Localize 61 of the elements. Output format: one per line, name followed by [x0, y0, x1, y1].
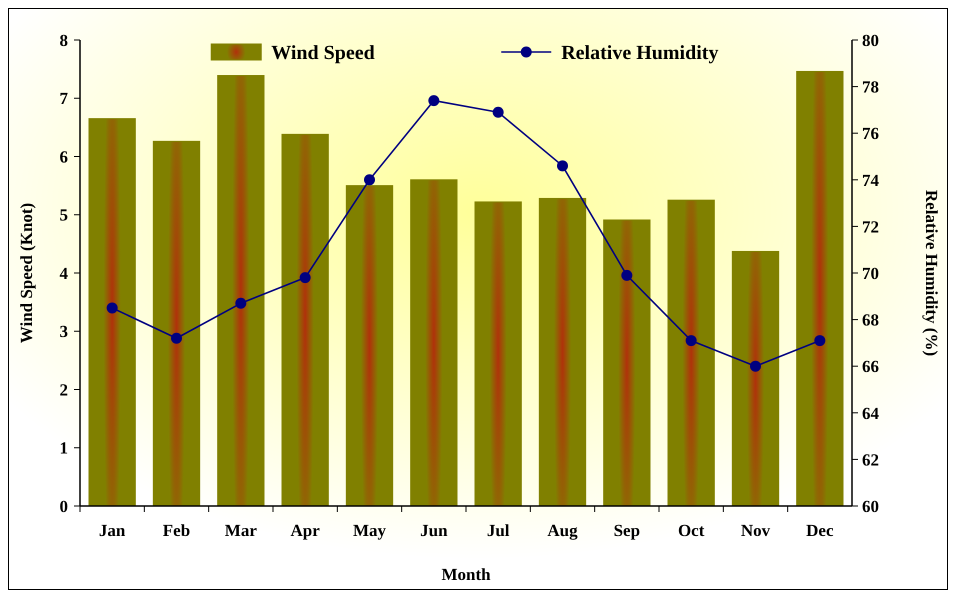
- y-tick-label: 1: [60, 438, 68, 458]
- bar: [88, 118, 136, 506]
- y2-tick-label: 70: [862, 264, 879, 283]
- legend-label: Wind Speed: [271, 42, 375, 64]
- bar: [217, 75, 264, 506]
- y-tick-label: 5: [60, 206, 68, 225]
- y2-tick-label: 62: [862, 450, 879, 470]
- point: [492, 106, 504, 118]
- y-tick-label: 7: [60, 89, 68, 108]
- point: [621, 270, 632, 281]
- y2-tick-label: 76: [862, 124, 879, 144]
- legend-label: Relative Humidity: [561, 42, 718, 64]
- point: [106, 302, 118, 314]
- x-tick-label: Dec: [806, 521, 834, 540]
- point: [171, 332, 182, 344]
- bar: [410, 179, 458, 506]
- point: [814, 335, 826, 346]
- point: [364, 174, 375, 186]
- y2-tick-label: 64: [862, 404, 880, 423]
- bar: [152, 140, 200, 506]
- x-tick-label: Apr: [290, 521, 320, 540]
- x-tick-label: Jun: [420, 521, 448, 540]
- x-tick-label: Oct: [678, 521, 705, 540]
- bar: [538, 198, 586, 506]
- bar: [732, 250, 780, 506]
- y-tick-label: 0: [60, 496, 68, 516]
- y2-tick-label: 78: [862, 78, 879, 97]
- x-axis-title: Month: [441, 565, 492, 584]
- y-tick-label: 3: [60, 322, 68, 342]
- point: [686, 335, 697, 346]
- point: [300, 272, 311, 284]
- bar: [796, 70, 844, 506]
- y2-tick-label: 74: [862, 170, 880, 190]
- x-tick-label: Sep: [614, 521, 640, 540]
- x-tick-label: Mar: [224, 521, 258, 540]
- y2-tick-label: 72: [862, 217, 879, 236]
- bar: [474, 201, 522, 506]
- x-tick-label: May: [352, 521, 387, 540]
- point: [235, 298, 246, 309]
- x-tick-label: Aug: [547, 521, 578, 540]
- y-tick-label: 2: [60, 380, 68, 400]
- bar: [346, 185, 394, 506]
- y2-tick-label: 60: [862, 496, 879, 516]
- y2-tick-label: 66: [862, 357, 879, 376]
- y2-axis-title: Relative Humidity (%): [922, 190, 941, 356]
- x-tick-label: Jul: [486, 521, 510, 540]
- bar: [603, 219, 650, 506]
- point: [557, 160, 568, 172]
- y-axis-title: Wind Speed (Knot): [17, 202, 36, 344]
- bar: [282, 134, 329, 506]
- y2-tick-label: 80: [862, 30, 879, 50]
- y-tick-label: 8: [60, 30, 68, 50]
- y-tick-label: 4: [60, 264, 68, 283]
- bar: [668, 200, 715, 506]
- x-tick-label: Feb: [162, 521, 190, 540]
- point: [750, 360, 761, 372]
- x-tick-label: Jan: [98, 521, 126, 540]
- y2-tick-label: 68: [862, 310, 879, 330]
- y-tick-label: 6: [60, 147, 68, 166]
- x-tick-label: Nov: [740, 521, 771, 540]
- point: [428, 95, 440, 106]
